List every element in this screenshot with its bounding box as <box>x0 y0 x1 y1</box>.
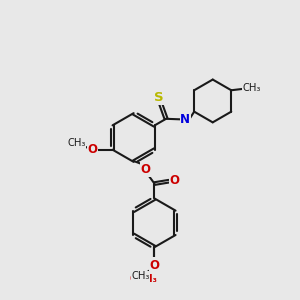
Text: O: O <box>170 173 180 187</box>
Text: O: O <box>149 257 160 270</box>
Text: CH₃: CH₃ <box>68 138 86 148</box>
Text: N: N <box>180 113 190 126</box>
Text: CH₃: CH₃ <box>242 83 261 93</box>
Text: O: O <box>149 259 160 272</box>
Text: O: O <box>140 163 151 176</box>
Text: CH₃: CH₃ <box>131 271 149 281</box>
Text: N: N <box>180 113 190 126</box>
Text: O: O <box>88 143 98 156</box>
Text: S: S <box>154 91 164 104</box>
Text: OCH₃: OCH₃ <box>130 274 158 284</box>
